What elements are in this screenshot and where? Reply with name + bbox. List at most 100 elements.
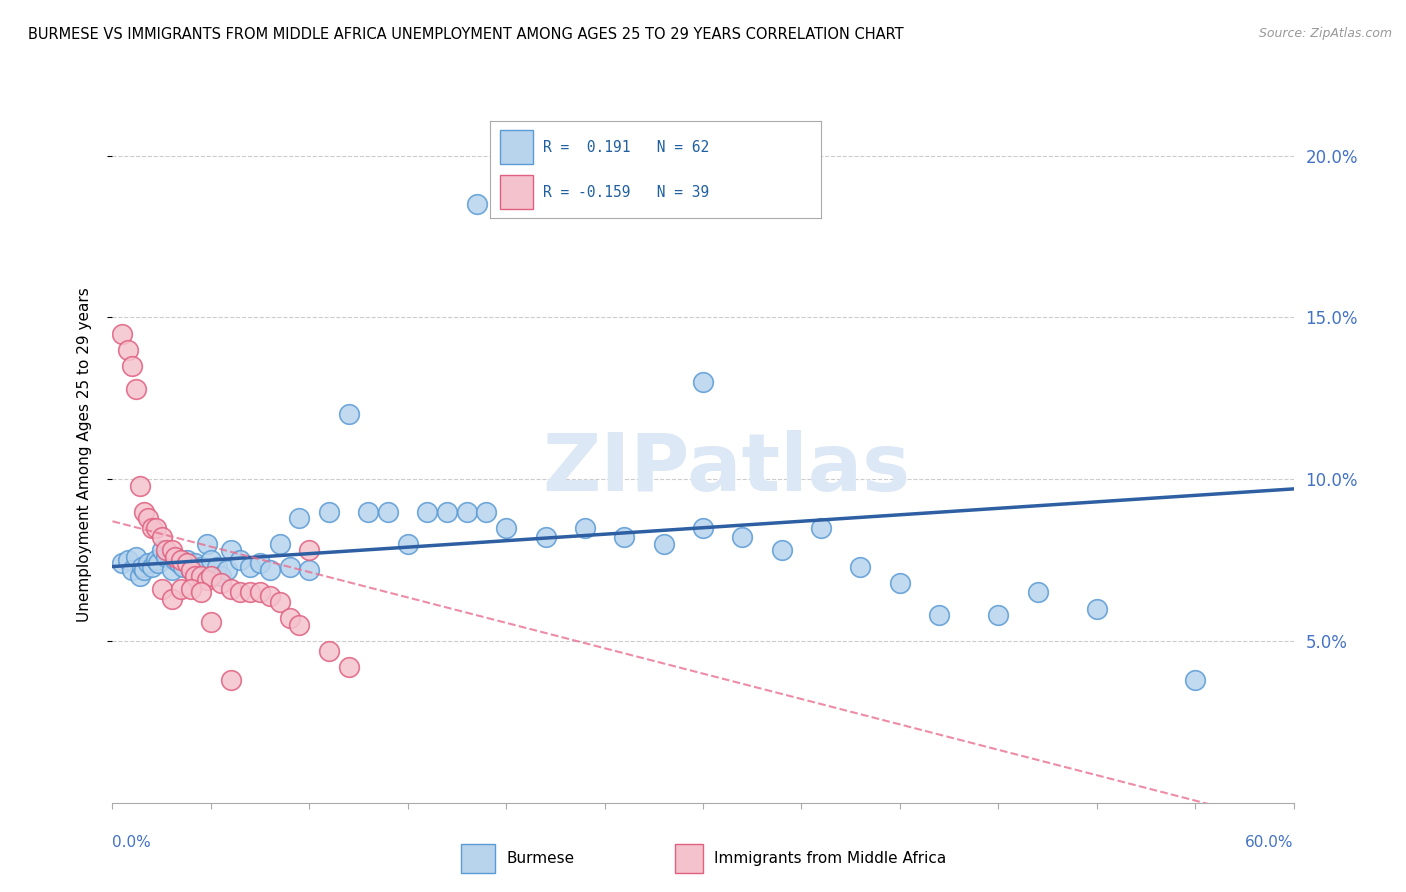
Point bbox=[209, 569, 232, 583]
Y-axis label: Unemployment Among Ages 25 to 29 years: Unemployment Among Ages 25 to 29 years bbox=[77, 287, 91, 623]
Point bbox=[141, 559, 163, 574]
Point bbox=[145, 521, 167, 535]
Point bbox=[298, 543, 321, 558]
Point bbox=[278, 611, 301, 625]
Point bbox=[209, 575, 232, 590]
Text: Immigrants from Middle Africa: Immigrants from Middle Africa bbox=[714, 851, 946, 866]
Point bbox=[160, 543, 183, 558]
Point bbox=[318, 643, 340, 657]
Point bbox=[200, 553, 222, 567]
Point bbox=[396, 537, 419, 551]
Point bbox=[416, 504, 439, 518]
Point bbox=[810, 521, 832, 535]
Point bbox=[465, 197, 488, 211]
Point bbox=[125, 549, 148, 564]
Point bbox=[436, 504, 458, 518]
Point bbox=[229, 553, 252, 567]
Point bbox=[170, 553, 193, 567]
Point bbox=[495, 521, 517, 535]
Point bbox=[160, 591, 183, 606]
Text: Source: ZipAtlas.com: Source: ZipAtlas.com bbox=[1258, 27, 1392, 40]
Point bbox=[692, 521, 714, 535]
Point bbox=[1026, 585, 1049, 599]
Point bbox=[195, 537, 218, 551]
Text: 60.0%: 60.0% bbox=[1246, 836, 1294, 850]
Text: BURMESE VS IMMIGRANTS FROM MIDDLE AFRICA UNEMPLOYMENT AMONG AGES 25 TO 29 YEARS : BURMESE VS IMMIGRANTS FROM MIDDLE AFRICA… bbox=[28, 27, 904, 42]
Point bbox=[731, 531, 754, 545]
Point bbox=[219, 582, 242, 597]
Point bbox=[239, 559, 262, 574]
Point bbox=[239, 585, 262, 599]
Point bbox=[1085, 601, 1108, 615]
Point bbox=[150, 543, 173, 558]
Point bbox=[1184, 673, 1206, 687]
Point bbox=[131, 559, 153, 574]
Point bbox=[190, 559, 212, 574]
Point bbox=[195, 573, 218, 587]
Point bbox=[176, 553, 198, 567]
Point bbox=[278, 559, 301, 574]
Point bbox=[259, 563, 281, 577]
Point bbox=[136, 557, 159, 571]
Point bbox=[132, 504, 155, 518]
Point bbox=[574, 521, 596, 535]
Point bbox=[172, 559, 194, 574]
Point bbox=[987, 608, 1010, 623]
Point bbox=[377, 504, 399, 518]
Point bbox=[249, 557, 271, 571]
Point bbox=[111, 557, 134, 571]
Point bbox=[176, 557, 198, 571]
Point bbox=[184, 569, 207, 583]
Point bbox=[318, 504, 340, 518]
Point bbox=[692, 375, 714, 389]
Point bbox=[456, 504, 478, 518]
Point bbox=[180, 563, 202, 577]
Point bbox=[180, 582, 202, 597]
Point bbox=[190, 585, 212, 599]
Point bbox=[534, 531, 557, 545]
Point bbox=[219, 543, 242, 558]
Point bbox=[190, 569, 212, 583]
Point bbox=[337, 660, 360, 674]
Point bbox=[121, 563, 143, 577]
Point bbox=[169, 557, 191, 571]
Point bbox=[125, 382, 148, 396]
Point bbox=[229, 585, 252, 599]
Point bbox=[889, 575, 911, 590]
Point bbox=[129, 478, 152, 492]
Point bbox=[180, 563, 202, 577]
Point bbox=[165, 553, 187, 567]
Point bbox=[155, 549, 177, 564]
Point bbox=[165, 549, 187, 564]
Point bbox=[121, 359, 143, 373]
Text: ZIPatlas: ZIPatlas bbox=[543, 430, 911, 508]
Point bbox=[288, 511, 311, 525]
Point bbox=[249, 585, 271, 599]
Point bbox=[150, 582, 173, 597]
Point bbox=[298, 563, 321, 577]
Point bbox=[132, 563, 155, 577]
Point bbox=[849, 559, 872, 574]
Point bbox=[200, 569, 222, 583]
Point bbox=[170, 582, 193, 597]
Point bbox=[136, 511, 159, 525]
Point bbox=[111, 326, 134, 341]
Point bbox=[613, 531, 636, 545]
Point bbox=[200, 615, 222, 629]
Point bbox=[160, 563, 183, 577]
Point bbox=[155, 543, 177, 558]
Text: Burmese: Burmese bbox=[506, 851, 574, 866]
Point bbox=[288, 617, 311, 632]
Point bbox=[205, 559, 228, 574]
Point bbox=[141, 521, 163, 535]
Point bbox=[337, 408, 360, 422]
Point bbox=[184, 557, 207, 571]
Point bbox=[150, 531, 173, 545]
Point bbox=[146, 557, 169, 571]
Point bbox=[215, 563, 238, 577]
Point bbox=[269, 595, 291, 609]
Point bbox=[259, 589, 281, 603]
Point bbox=[269, 537, 291, 551]
Bar bbox=[675, 844, 703, 873]
Point bbox=[117, 343, 139, 357]
